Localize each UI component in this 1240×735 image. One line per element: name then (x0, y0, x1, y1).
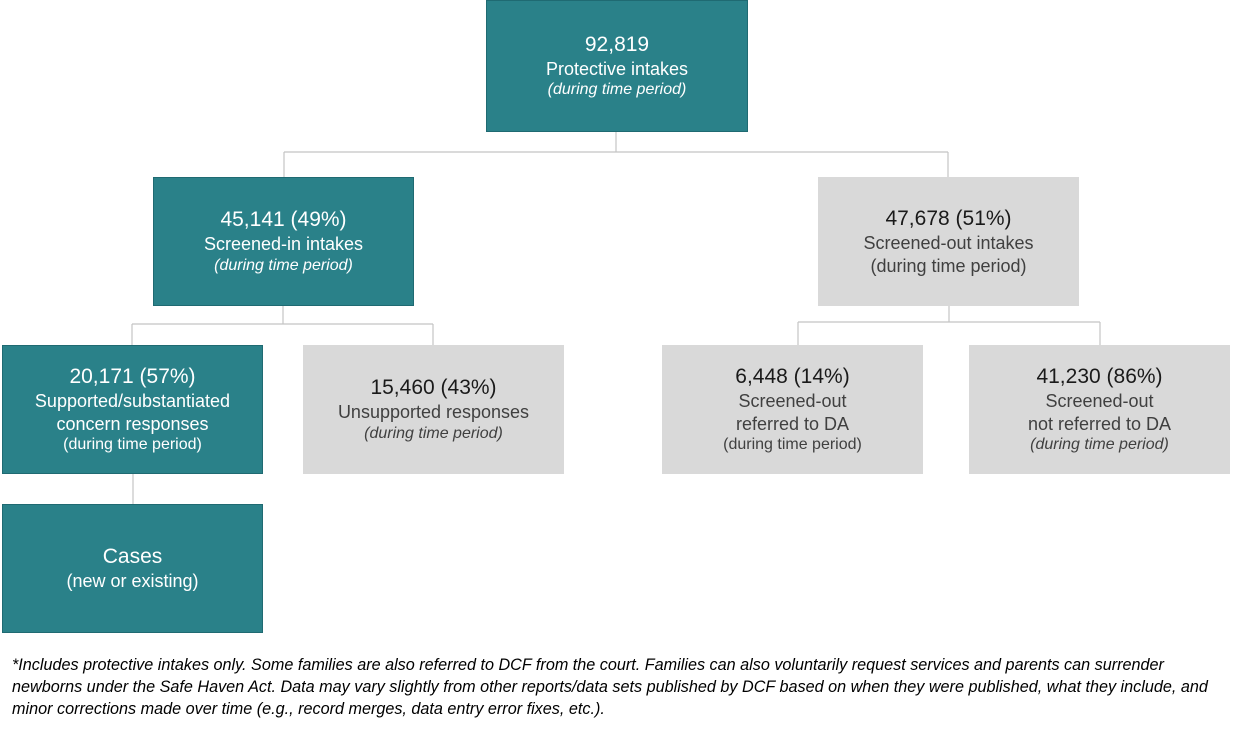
protective-intakes-sub: (during time period) (547, 81, 687, 99)
not-referred-da-value: 41,230 (86%) (1036, 364, 1163, 388)
protective-intakes-node: 92,819 Protective intakes (during time p… (486, 0, 748, 132)
unsupported-label: Unsupported responses (337, 402, 530, 423)
protective-intakes-label: Protective intakes (545, 58, 689, 79)
footnote: *Includes protective intakes only. Some … (12, 656, 1208, 718)
not-referred-da-sub: (during time period) (1030, 436, 1169, 454)
unsupported-sub: (during time period) (364, 424, 503, 442)
protective-intakes-value: 92,819 (584, 32, 650, 56)
screened-out-label: Screened-out intakes (863, 233, 1034, 254)
cases-label: Cases (102, 545, 163, 569)
not-referred-da-label-line1: Screened-out (1045, 391, 1154, 412)
supported-value: 20,171 (57%) (69, 364, 196, 388)
cases-node: Cases (new or existing) (2, 504, 263, 633)
unsupported-value: 15,460 (43%) (370, 376, 497, 400)
screened-in-node: 45,141 (49%) Screened-in intakes (during… (153, 177, 414, 306)
referred-da-sub: (during time period) (723, 436, 862, 454)
supported-sub: (during time period) (63, 436, 202, 454)
screened-in-sub: (during time period) (214, 256, 353, 274)
screened-in-value: 45,141 (49%) (220, 208, 347, 232)
referred-da-node: 6,448 (14%) Screened-out referred to DA … (662, 345, 923, 474)
unsupported-node: 15,460 (43%) Unsupported responses (duri… (303, 345, 564, 474)
supported-label-line2: concern responses (56, 413, 209, 434)
referred-da-label-line2: referred to DA (735, 413, 850, 434)
referred-da-value: 6,448 (14%) (735, 364, 850, 388)
screened-out-node: 47,678 (51%) Screened-out intakes (durin… (818, 177, 1079, 306)
screened-in-label: Screened-in intakes (203, 234, 364, 255)
not-referred-da-node: 41,230 (86%) Screened-out not referred t… (969, 345, 1230, 474)
not-referred-da-label-line2: not referred to DA (1027, 413, 1172, 434)
referred-da-label-line1: Screened-out (738, 391, 847, 412)
supported-node: 20,171 (57%) Supported/substantiated con… (2, 345, 263, 474)
supported-label-line1: Supported/substantiated (34, 391, 231, 412)
screened-out-sub: (during time period) (870, 255, 1027, 276)
cases-sub: (new or existing) (66, 571, 199, 592)
screened-out-value: 47,678 (51%) (885, 206, 1012, 230)
